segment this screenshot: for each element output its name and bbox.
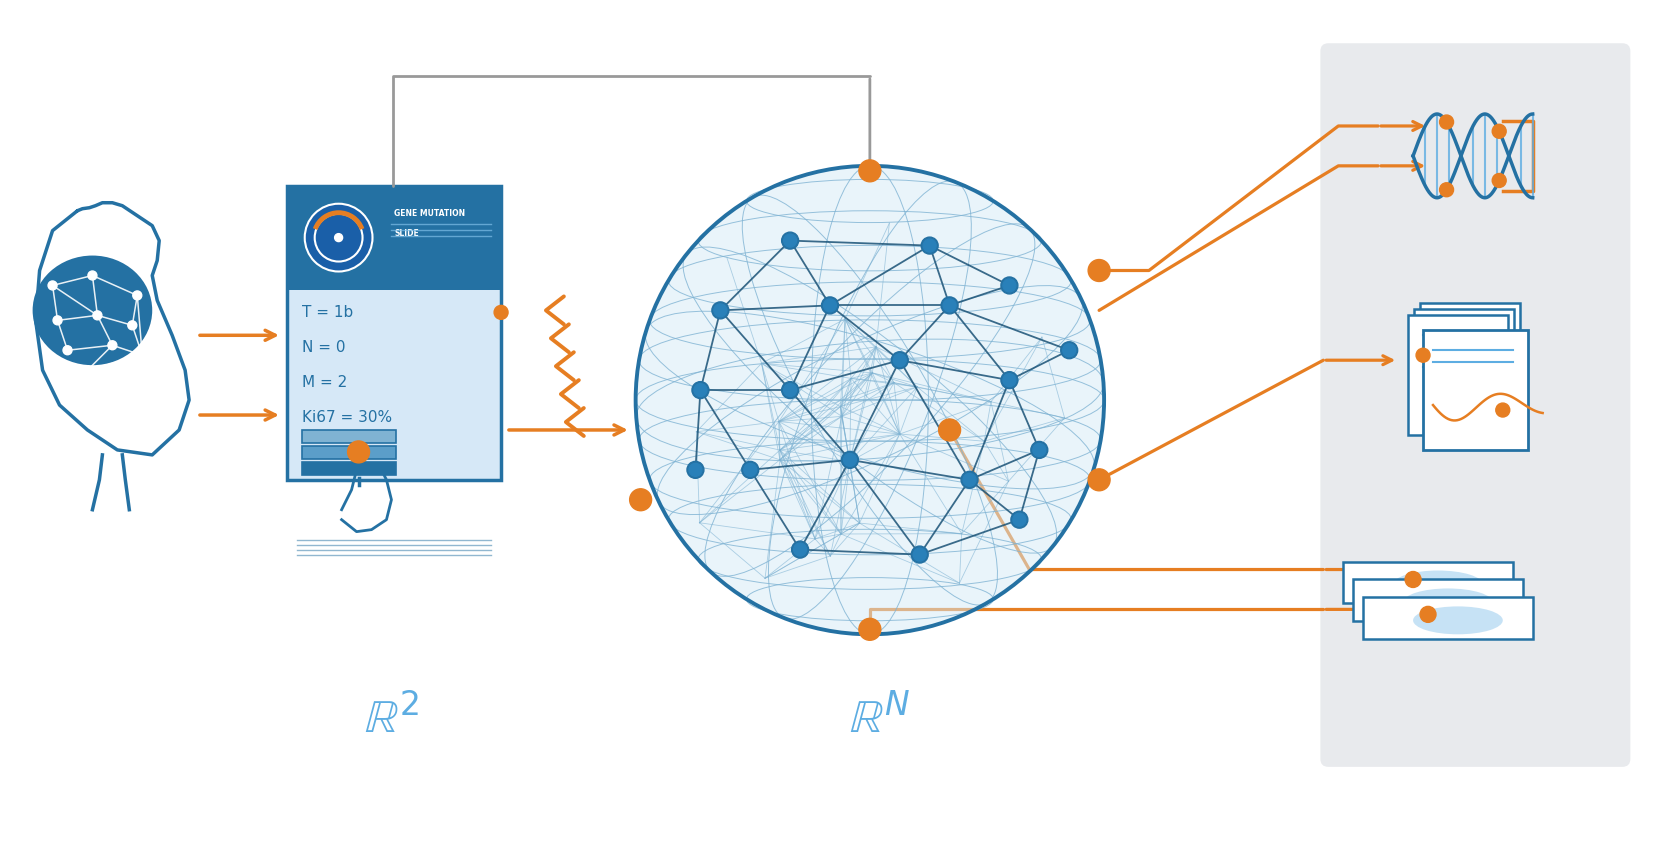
Circle shape — [138, 351, 147, 360]
Circle shape — [780, 382, 799, 398]
Circle shape — [128, 321, 136, 330]
Circle shape — [780, 232, 799, 249]
Circle shape — [913, 548, 926, 561]
Circle shape — [784, 383, 795, 397]
Circle shape — [1415, 349, 1428, 362]
Circle shape — [48, 281, 56, 290]
Circle shape — [83, 365, 91, 375]
Circle shape — [1491, 124, 1505, 138]
Circle shape — [741, 461, 759, 478]
Circle shape — [923, 239, 936, 252]
Text: N = 0: N = 0 — [302, 340, 345, 354]
Circle shape — [348, 441, 370, 463]
Circle shape — [1001, 371, 1017, 388]
Text: $\mathbb{R}^2$: $\mathbb{R}^2$ — [365, 695, 419, 743]
Circle shape — [842, 452, 858, 469]
Ellipse shape — [1412, 607, 1501, 634]
FancyBboxPatch shape — [1342, 562, 1511, 603]
Circle shape — [858, 160, 880, 182]
Circle shape — [63, 346, 71, 354]
Circle shape — [1087, 260, 1110, 282]
Circle shape — [1418, 607, 1435, 623]
Circle shape — [711, 302, 729, 319]
Circle shape — [1032, 443, 1046, 456]
FancyBboxPatch shape — [1319, 43, 1629, 766]
Circle shape — [108, 341, 116, 349]
FancyBboxPatch shape — [1422, 330, 1526, 450]
Bar — [287, 186, 500, 290]
Circle shape — [843, 453, 857, 466]
Circle shape — [1002, 374, 1016, 387]
FancyBboxPatch shape — [1352, 580, 1521, 621]
Circle shape — [1087, 469, 1110, 491]
Circle shape — [88, 271, 96, 280]
Circle shape — [784, 234, 795, 247]
Circle shape — [694, 383, 706, 397]
Circle shape — [943, 299, 956, 312]
FancyBboxPatch shape — [1407, 316, 1506, 435]
Circle shape — [689, 464, 701, 476]
Text: Ki67 = 30%: Ki67 = 30% — [302, 409, 391, 425]
Circle shape — [961, 471, 978, 488]
Circle shape — [1491, 173, 1505, 188]
Ellipse shape — [1392, 570, 1481, 598]
Text: GENE MUTATION: GENE MUTATION — [394, 209, 466, 218]
Ellipse shape — [33, 255, 152, 365]
Circle shape — [938, 419, 959, 441]
Circle shape — [1001, 277, 1017, 294]
Polygon shape — [302, 430, 396, 443]
Circle shape — [630, 489, 651, 511]
Circle shape — [305, 204, 373, 272]
Circle shape — [893, 354, 906, 366]
Circle shape — [494, 305, 507, 319]
Circle shape — [921, 237, 938, 254]
FancyBboxPatch shape — [1418, 304, 1519, 423]
Text: M = 2: M = 2 — [302, 375, 346, 390]
Circle shape — [911, 547, 928, 563]
Circle shape — [133, 291, 143, 299]
Polygon shape — [302, 462, 396, 475]
Circle shape — [858, 618, 880, 640]
Circle shape — [335, 233, 343, 242]
Circle shape — [691, 382, 709, 398]
Circle shape — [1062, 343, 1075, 357]
Circle shape — [790, 541, 809, 558]
Circle shape — [820, 297, 838, 314]
Circle shape — [794, 543, 805, 556]
Ellipse shape — [635, 166, 1104, 634]
Circle shape — [824, 299, 837, 312]
Circle shape — [1012, 514, 1026, 526]
Circle shape — [1031, 442, 1047, 459]
Circle shape — [686, 461, 704, 478]
Text: T = 1b: T = 1b — [302, 305, 353, 320]
Circle shape — [941, 297, 958, 314]
Circle shape — [1002, 279, 1016, 292]
Circle shape — [891, 352, 908, 369]
Circle shape — [1011, 511, 1027, 528]
Circle shape — [1403, 572, 1420, 587]
Circle shape — [1495, 403, 1510, 417]
FancyBboxPatch shape — [287, 186, 500, 480]
Circle shape — [1438, 183, 1453, 197]
Circle shape — [1060, 342, 1077, 359]
Circle shape — [93, 310, 101, 320]
FancyBboxPatch shape — [1413, 310, 1513, 429]
Text: $\mathbb{R}^N$: $\mathbb{R}^N$ — [848, 695, 910, 743]
Circle shape — [963, 473, 976, 486]
Text: SLIDE: SLIDE — [394, 229, 419, 238]
Circle shape — [744, 464, 756, 476]
Circle shape — [714, 304, 726, 317]
FancyBboxPatch shape — [1362, 597, 1531, 640]
Ellipse shape — [1402, 589, 1491, 617]
Circle shape — [53, 316, 61, 325]
Circle shape — [1438, 115, 1453, 129]
Polygon shape — [302, 446, 396, 459]
